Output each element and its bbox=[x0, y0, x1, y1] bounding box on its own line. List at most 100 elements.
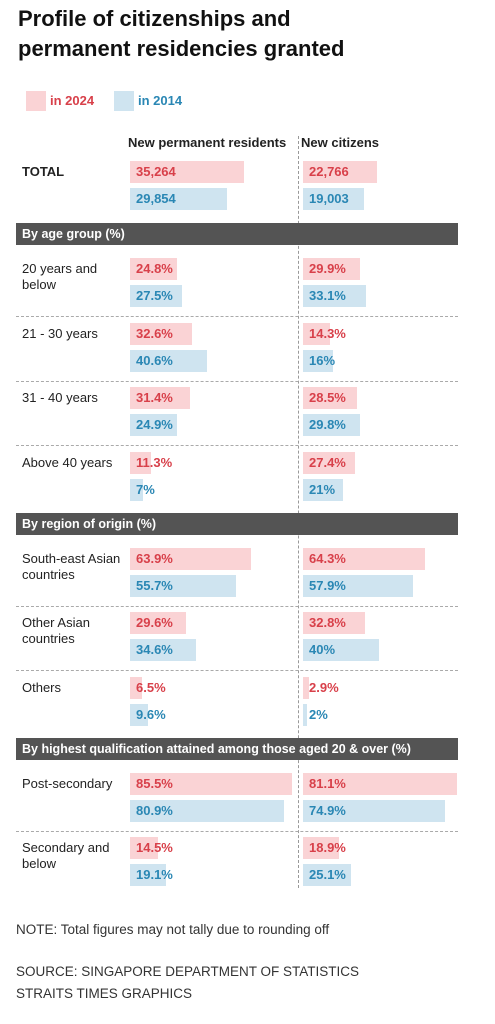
bar bbox=[303, 772, 458, 795]
value-label: 2% bbox=[309, 706, 328, 722]
value-label: 19.1% bbox=[136, 867, 173, 882]
value-label: 7% bbox=[136, 481, 155, 497]
bar bbox=[130, 639, 196, 661]
bar bbox=[303, 188, 365, 210]
bar bbox=[303, 864, 351, 886]
value-label: 64.3% bbox=[309, 550, 346, 566]
value-label: 21% bbox=[309, 481, 336, 497]
bar bbox=[130, 772, 293, 795]
value-label: 29.6% bbox=[136, 615, 173, 630]
bar bbox=[130, 676, 143, 699]
bar bbox=[303, 612, 366, 634]
bar bbox=[303, 703, 307, 726]
bar bbox=[130, 451, 152, 474]
bar bbox=[130, 414, 178, 436]
value-label: 22,766 bbox=[309, 164, 349, 179]
bar bbox=[303, 837, 339, 859]
bar bbox=[303, 161, 377, 183]
bar bbox=[303, 799, 446, 822]
value-label: 34.6% bbox=[136, 642, 173, 657]
value-label: 29.8% bbox=[309, 417, 346, 432]
section-header: By age group (%) bbox=[16, 223, 458, 245]
bar bbox=[130, 387, 190, 409]
bar bbox=[303, 676, 309, 699]
bar bbox=[303, 414, 360, 436]
bar bbox=[130, 703, 149, 726]
legend-label: in 2024 bbox=[50, 93, 95, 108]
bar bbox=[130, 188, 227, 210]
bar bbox=[303, 285, 366, 307]
value-label: 2.9% bbox=[309, 679, 339, 695]
section-header: By highest qualification attained among … bbox=[16, 737, 458, 760]
row-label: Above 40 years bbox=[22, 454, 113, 470]
bar bbox=[303, 387, 358, 409]
bar bbox=[130, 612, 187, 634]
bar bbox=[130, 258, 178, 280]
bar bbox=[303, 451, 356, 474]
bar bbox=[303, 478, 343, 501]
bar bbox=[303, 349, 334, 372]
bar bbox=[130, 161, 244, 183]
value-label: 29,854 bbox=[136, 191, 176, 206]
column-header: New citizens bbox=[301, 135, 380, 150]
value-label: 31.4% bbox=[136, 390, 173, 405]
value-label: 80.9% bbox=[136, 802, 173, 818]
value-label: 33.1% bbox=[309, 288, 346, 303]
bar bbox=[130, 574, 236, 597]
value-label: 27.4% bbox=[309, 454, 346, 470]
bar bbox=[130, 322, 192, 345]
row-separator bbox=[16, 380, 458, 382]
value-label: 19,003 bbox=[309, 191, 349, 206]
value-label: 40.6% bbox=[136, 352, 173, 368]
value-label: 24.9% bbox=[136, 417, 173, 432]
value-label: 32.6% bbox=[136, 325, 173, 341]
bar bbox=[303, 639, 379, 661]
legend-swatch bbox=[114, 91, 134, 111]
bar bbox=[303, 322, 331, 345]
row-label: 21 - 30 years bbox=[22, 325, 98, 341]
value-label: 85.5% bbox=[136, 775, 173, 791]
row-label: Other Asian countries bbox=[22, 615, 90, 646]
legend-label: in 2014 bbox=[138, 93, 183, 108]
value-label: 24.8% bbox=[136, 261, 173, 276]
row-label: 31 - 40 years bbox=[22, 390, 98, 405]
row-label: 20 years and below bbox=[22, 261, 98, 292]
value-label: 9.6% bbox=[136, 706, 166, 722]
value-label: 63.9% bbox=[136, 550, 173, 566]
value-label: 40% bbox=[309, 642, 336, 657]
value-label: 57.9% bbox=[309, 577, 346, 593]
row-separator bbox=[16, 316, 458, 317]
row-separator bbox=[16, 605, 458, 607]
value-label: 74.9% bbox=[309, 802, 346, 818]
row-separator bbox=[16, 445, 458, 446]
value-label: 28.5% bbox=[309, 390, 346, 405]
bar bbox=[130, 285, 183, 307]
column-divider bbox=[298, 136, 299, 888]
value-label: 32.8% bbox=[309, 615, 346, 630]
bar bbox=[130, 349, 208, 372]
bar bbox=[130, 864, 167, 886]
column-header: New permanent residents bbox=[128, 135, 287, 150]
title: Profile of citizenships and permanent re… bbox=[18, 6, 345, 61]
row-label: Secondary and below bbox=[22, 840, 110, 871]
legend-swatch bbox=[26, 91, 46, 111]
bar bbox=[130, 837, 158, 859]
value-label: 16% bbox=[309, 352, 336, 368]
row-separator bbox=[16, 830, 458, 832]
value-label: 25.1% bbox=[309, 867, 346, 882]
row-label: TOTAL bbox=[22, 164, 65, 179]
value-label: 81.1% bbox=[309, 775, 346, 791]
bar bbox=[130, 478, 144, 501]
value-label: 55.7% bbox=[136, 577, 173, 593]
value-label: 29.9% bbox=[309, 261, 346, 276]
bar bbox=[130, 547, 252, 570]
bar bbox=[303, 547, 426, 570]
bar bbox=[130, 799, 284, 822]
note: NOTE: Total figures may not tally due to… bbox=[16, 922, 330, 937]
value-label: 18.9% bbox=[309, 840, 346, 855]
value-label: 11.3% bbox=[136, 454, 173, 470]
row-label: Post-secondary bbox=[22, 775, 113, 791]
bar bbox=[303, 258, 360, 280]
source: SOURCE: SINGAPORE DEPARTMENT OF STATISTI… bbox=[16, 964, 360, 979]
